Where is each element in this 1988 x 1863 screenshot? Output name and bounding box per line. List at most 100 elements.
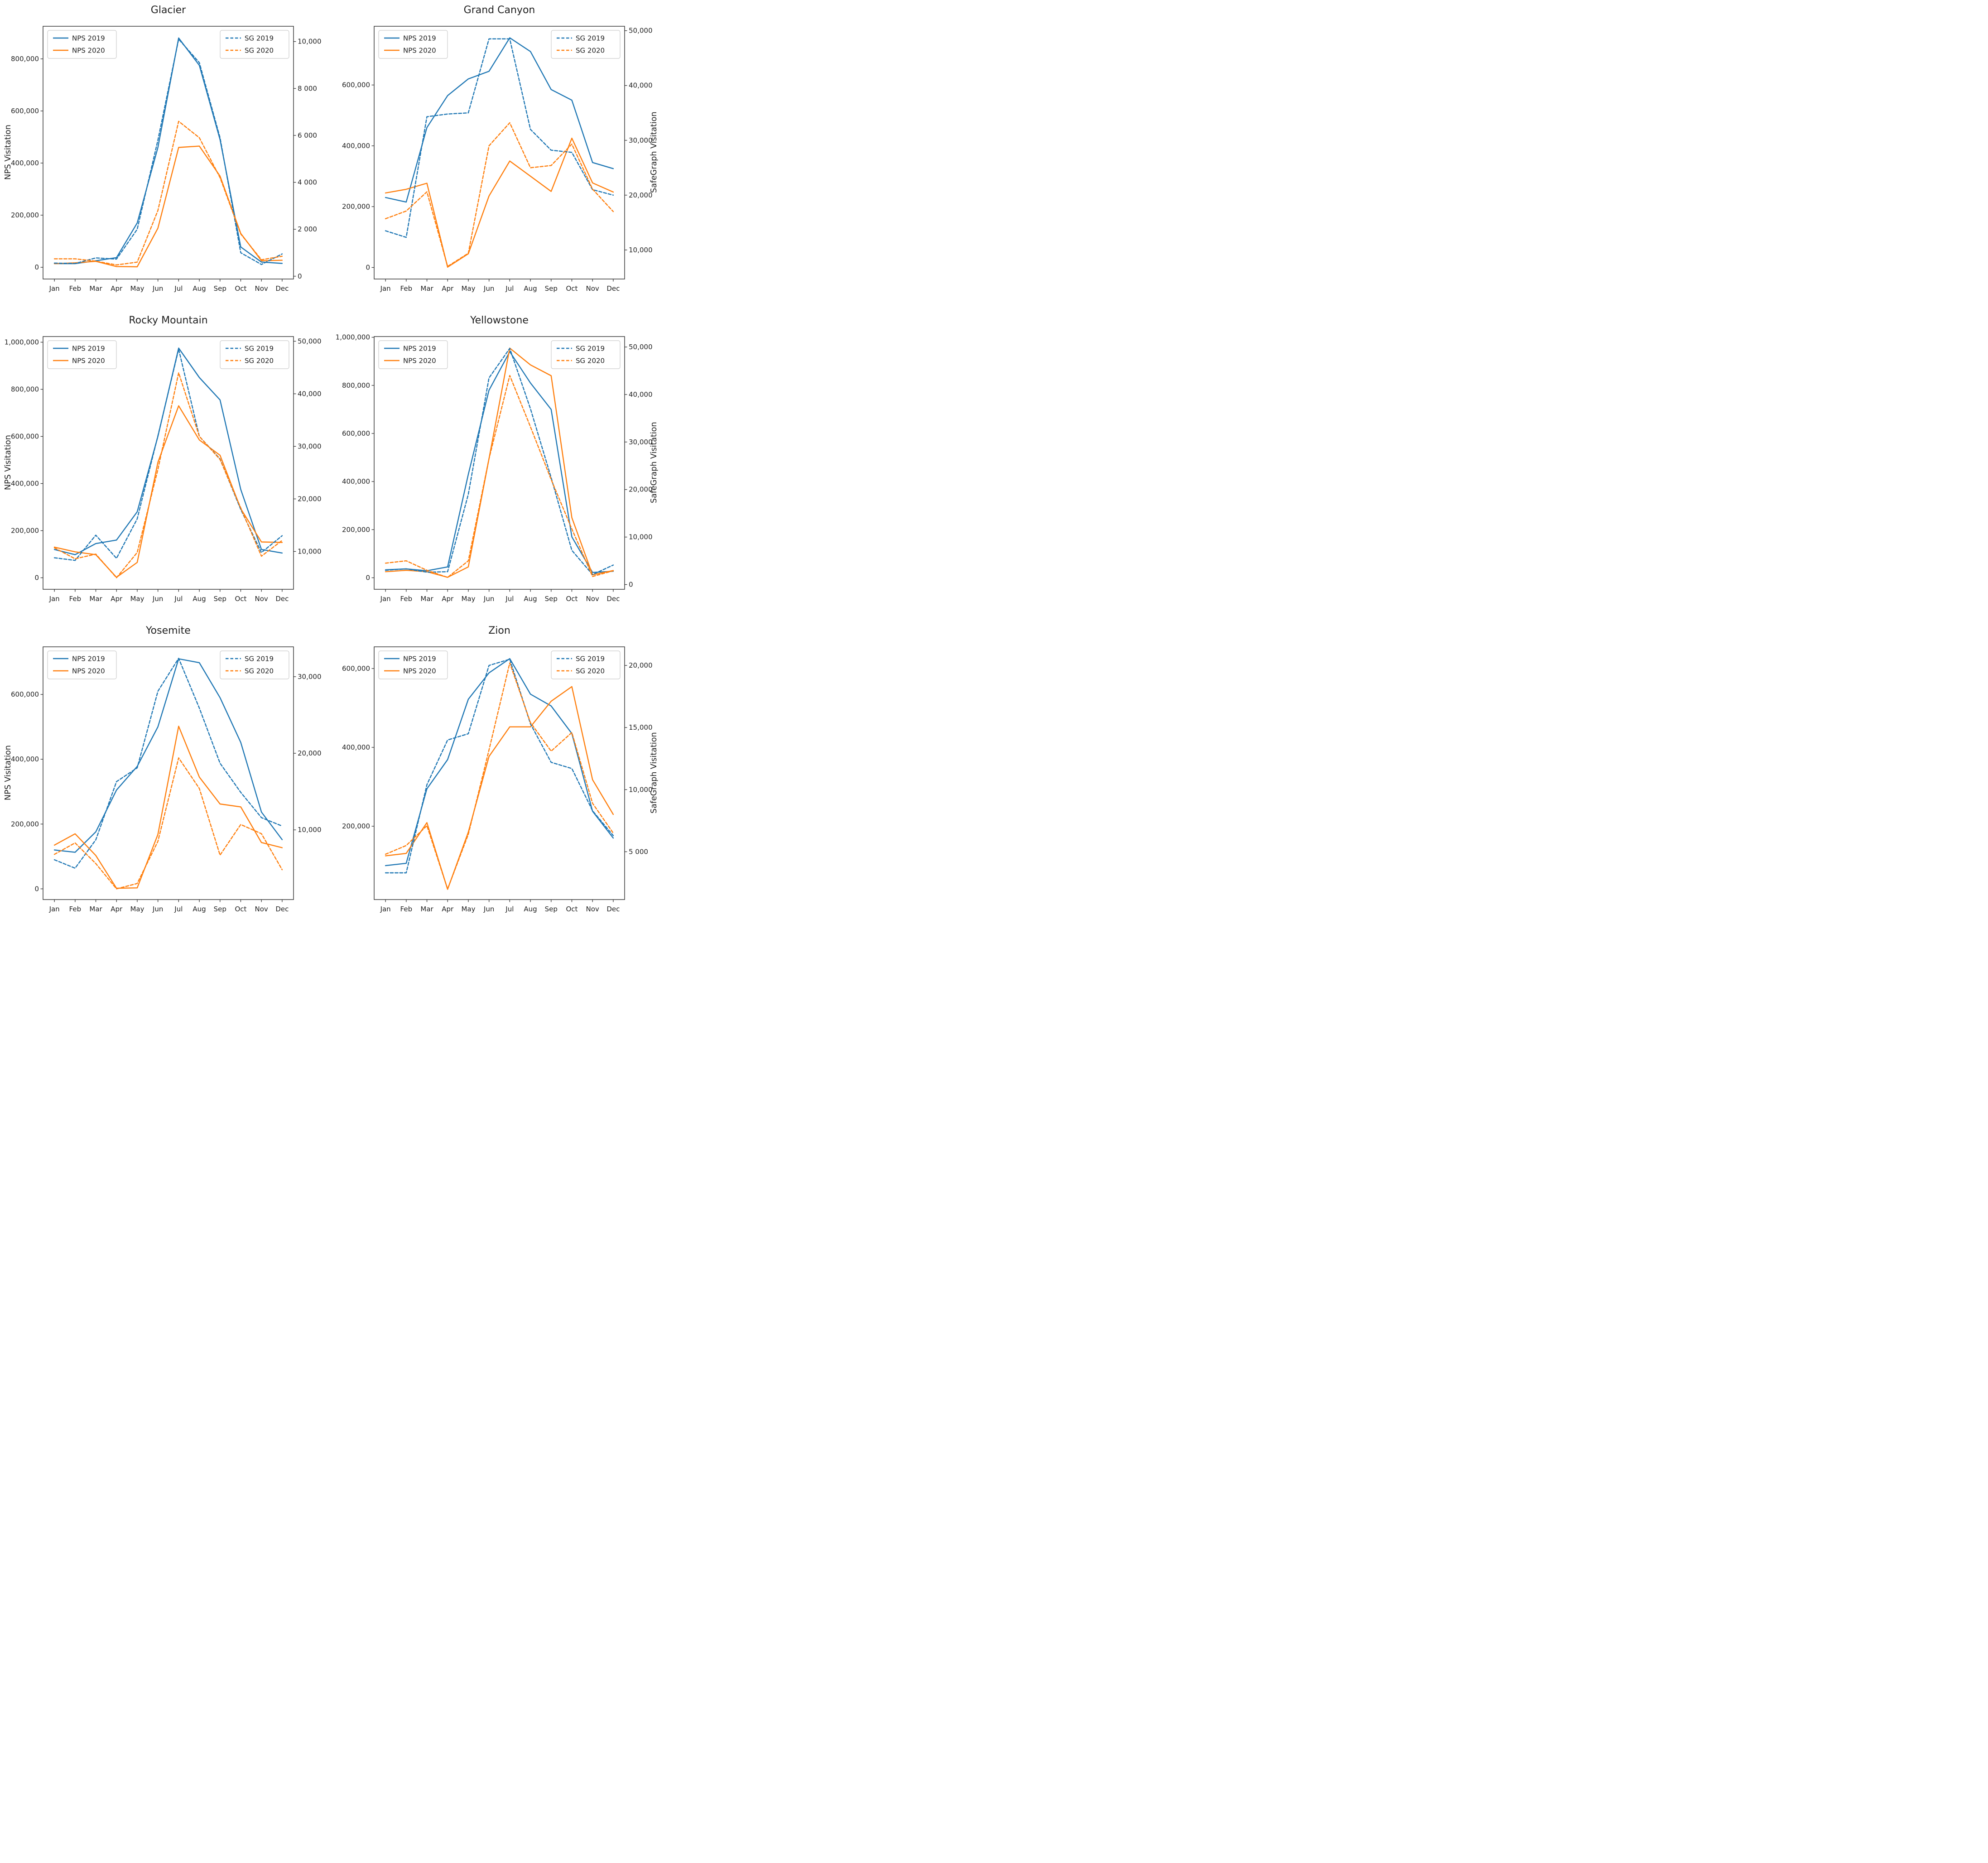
series-line-sg-2020 bbox=[53, 120, 283, 266]
x-tick-label: Feb bbox=[400, 595, 413, 603]
chart-cell-rocky-mountain: Rocky Mountain NPS Visitation Jan Feb Mar A… bbox=[0, 310, 331, 621]
x-tick-label: Jan bbox=[380, 284, 391, 293]
x-tick-label: Apr bbox=[111, 905, 123, 913]
chart-title: Yosemite bbox=[146, 625, 191, 636]
chart-cell-glacier: Glacier NPS Visitation Jan Feb Mar Apr May Ju… bbox=[0, 0, 331, 310]
chart-title: Rocky Mountain bbox=[129, 315, 208, 326]
chart-cell-zion: Zion SafeGraph Visitation Jan Feb Mar Apr Ma… bbox=[331, 621, 662, 931]
chart-title: Grand Canyon bbox=[463, 5, 535, 16]
chart-cell-yosemite: Yosemite NPS Visitation Jan Feb Mar Apr May J… bbox=[0, 621, 331, 931]
plot-border bbox=[43, 336, 294, 590]
left-tick-label: 600,000 bbox=[11, 690, 39, 698]
legend-label: NPS 2020 bbox=[403, 47, 436, 55]
x-tick-label: Dec bbox=[607, 284, 620, 293]
left-tick-label: 400,000 bbox=[11, 159, 39, 167]
legend-label: SG 2020 bbox=[245, 47, 274, 55]
x-tick-label: Mar bbox=[420, 284, 433, 293]
left-tick-label: 0 bbox=[34, 574, 39, 582]
series-line-nps-2020 bbox=[53, 726, 283, 889]
right-tick-label: 10,000 bbox=[298, 826, 322, 834]
legend-label: NPS 2019 bbox=[72, 345, 105, 353]
right-tick-label: 10,000 bbox=[629, 533, 653, 541]
x-tick-label: Dec bbox=[607, 595, 620, 603]
x-tick-label: May bbox=[461, 284, 475, 293]
left-tick-label: 0 bbox=[34, 263, 39, 271]
x-tick-label: Aug bbox=[193, 905, 206, 913]
legend-label: SG 2019 bbox=[245, 345, 274, 353]
legend-label: SG 2019 bbox=[576, 655, 605, 663]
legend-box bbox=[378, 30, 448, 59]
x-tick-label: May bbox=[130, 595, 144, 603]
right-tick-label: 15,000 bbox=[629, 723, 653, 732]
legend-label: SG 2020 bbox=[245, 357, 274, 365]
series-line-sg-2020 bbox=[53, 372, 283, 578]
left-tick-label: 600,000 bbox=[342, 429, 370, 438]
legend-label: NPS 2020 bbox=[72, 47, 105, 55]
x-tick-label: Jul bbox=[174, 595, 183, 603]
x-tick-label: Jul bbox=[505, 595, 514, 603]
x-tick-label: May bbox=[130, 905, 144, 913]
left-tick-label: 0 bbox=[366, 574, 370, 582]
left-tick-label: 400,000 bbox=[342, 743, 370, 751]
right-tick-label: 30,000 bbox=[298, 442, 322, 450]
x-tick-label: Nov bbox=[586, 595, 599, 603]
right-tick-label: 30,000 bbox=[629, 438, 653, 446]
legend-box bbox=[551, 650, 621, 679]
x-tick-label: Dec bbox=[275, 284, 289, 293]
x-tick-label: Jun bbox=[152, 905, 163, 913]
right-tick-label: 10,000 bbox=[298, 547, 322, 555]
line-chart-grand-canyon: Jan Feb Mar Apr May Jun Jul Aug Sep Oct Nov Dec 0 200… bbox=[342, 26, 653, 293]
legend-label: SG 2020 bbox=[245, 667, 274, 675]
legend-label: SG 2020 bbox=[576, 667, 605, 675]
x-tick-label: Jun bbox=[152, 595, 163, 603]
series-line-sg-2020 bbox=[385, 662, 614, 890]
legend-label: NPS 2019 bbox=[72, 655, 105, 663]
plot-border bbox=[374, 646, 625, 900]
left-tick-label: 0 bbox=[366, 263, 370, 271]
chart-cell-yellowstone: Yellowstone SafeGraph Visitation Jan Feb M… bbox=[331, 310, 662, 621]
x-tick-label: Apr bbox=[442, 905, 454, 913]
x-tick-label: May bbox=[461, 905, 475, 913]
series-line-sg-2019 bbox=[53, 39, 283, 265]
x-tick-label: Aug bbox=[524, 284, 537, 293]
x-tick-label: Jul bbox=[174, 905, 183, 913]
left-tick-label: 800,000 bbox=[11, 55, 39, 63]
legend-box bbox=[378, 340, 448, 369]
legend-label: NPS 2019 bbox=[403, 345, 436, 353]
legend-box bbox=[47, 340, 117, 369]
right-tick-label: 10,000 bbox=[629, 246, 653, 254]
x-tick-label: Jun bbox=[483, 595, 494, 603]
left-tick-label: 400,000 bbox=[342, 477, 370, 486]
x-tick-label: Nov bbox=[255, 905, 268, 913]
right-tick-label: 2 000 bbox=[298, 225, 317, 233]
left-tick-label: 800,000 bbox=[11, 385, 39, 393]
x-tick-label: Mar bbox=[89, 905, 102, 913]
x-tick-label: Sep bbox=[545, 595, 558, 603]
legend-label: NPS 2019 bbox=[403, 34, 436, 43]
x-tick-label: Apr bbox=[111, 595, 123, 603]
left-tick-label: 200,000 bbox=[11, 820, 39, 828]
left-tick-label: 200,000 bbox=[342, 202, 370, 211]
x-tick-label: Jun bbox=[152, 284, 163, 293]
legend-box bbox=[551, 30, 621, 59]
x-tick-label: Feb bbox=[69, 905, 82, 913]
right-tick-label: 5 000 bbox=[629, 847, 648, 856]
left-tick-label: 400,000 bbox=[11, 480, 39, 488]
legend-label: NPS 2020 bbox=[403, 357, 436, 365]
right-tick-label: 50,000 bbox=[629, 343, 653, 351]
legend-label: NPS 2020 bbox=[72, 667, 105, 675]
x-tick-label: Nov bbox=[255, 284, 268, 293]
legend-label: SG 2019 bbox=[576, 34, 605, 43]
series-line-nps-2020 bbox=[53, 405, 283, 578]
legend-label: SG 2019 bbox=[576, 345, 605, 353]
x-tick-label: Feb bbox=[69, 284, 82, 293]
series-line-sg-2019 bbox=[385, 347, 614, 575]
line-chart-glacier: Jan Feb Mar Apr May Jun Jul Aug Sep Oct Nov Dec 0 200… bbox=[11, 26, 322, 293]
legend-box bbox=[220, 30, 289, 59]
series-line-nps-2019 bbox=[53, 37, 283, 265]
right-tick-label: 8 000 bbox=[298, 84, 317, 92]
legend-box bbox=[220, 650, 289, 679]
x-tick-label: Aug bbox=[193, 284, 206, 293]
x-tick-label: Aug bbox=[193, 595, 206, 603]
x-tick-label: Oct bbox=[235, 284, 246, 293]
